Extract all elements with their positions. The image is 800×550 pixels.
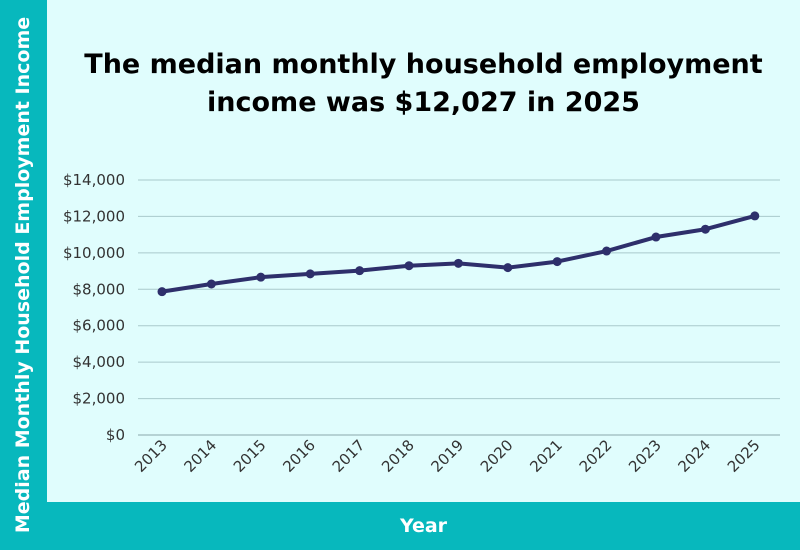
y-tick-label: $4,000 xyxy=(73,353,126,371)
x-tick-label: 2014 xyxy=(180,436,220,476)
chart-panel xyxy=(47,0,800,502)
y-tick-labels: $0 $2,000 $4,000 $6,000 $8,000 $10,000 $12,000… xyxy=(63,171,125,444)
data-point xyxy=(750,211,760,221)
x-tick-label: 2017 xyxy=(329,436,369,476)
x-tick-label: 2022 xyxy=(576,436,616,476)
x-tick-label: 2024 xyxy=(674,436,714,476)
data-point xyxy=(404,261,414,271)
data-point xyxy=(355,266,365,276)
x-axis-label: Year xyxy=(399,515,448,537)
data-point xyxy=(552,257,562,267)
data-point xyxy=(305,269,315,279)
data-point xyxy=(700,224,710,234)
y-tick-label: $10,000 xyxy=(63,244,125,262)
data-point xyxy=(453,258,463,268)
chart-title-line-2: income was $12,027 in 2025 xyxy=(207,87,640,118)
x-tick-label: 2021 xyxy=(526,436,566,476)
y-tick-label: $12,000 xyxy=(63,207,125,225)
data-point xyxy=(503,263,513,273)
y-tick-label: $8,000 xyxy=(73,280,126,298)
gridlines xyxy=(138,179,780,436)
data-point xyxy=(206,279,216,289)
y-tick-label: $0 xyxy=(106,426,125,444)
x-tick-label: 2016 xyxy=(279,436,319,476)
x-tick-label: 2023 xyxy=(625,436,665,476)
chart-title-line-1: The median monthly household employment xyxy=(84,49,763,80)
y-tick-label: $2,000 xyxy=(73,390,126,408)
x-axis-label-bar: Year xyxy=(47,502,800,550)
x-tick-labels: 2013 2014 2015 2016 2017 2018 2019 2020 2021 2022… xyxy=(131,436,764,476)
y-tick-label: $6,000 xyxy=(73,317,126,335)
series-line xyxy=(160,213,757,294)
data-point xyxy=(651,232,661,242)
x-tick-label: 2020 xyxy=(477,436,517,476)
data-point xyxy=(157,287,167,297)
y-tick-label: $14,000 xyxy=(63,171,125,189)
data-point xyxy=(602,246,612,256)
x-tick-label: 2018 xyxy=(378,436,418,476)
x-tick-label: 2013 xyxy=(131,436,171,476)
x-tick-label: 2015 xyxy=(230,436,270,476)
data-point xyxy=(256,272,266,282)
y-axis-label-bar: Median Monthly Household Employment Inco… xyxy=(0,0,47,550)
chart-title: The median monthly household employment … xyxy=(47,46,800,122)
x-tick-label: 2025 xyxy=(724,436,764,476)
x-tick-label: 2019 xyxy=(427,436,467,476)
series-1 xyxy=(157,211,760,297)
